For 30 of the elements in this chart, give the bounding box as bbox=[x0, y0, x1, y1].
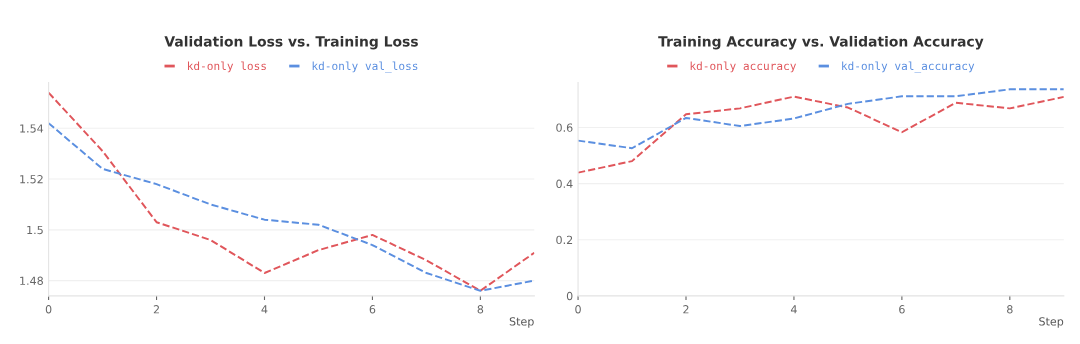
chart-title: Validation Loss vs. Training Loss bbox=[164, 35, 418, 50]
x-tick-label: 2 bbox=[153, 305, 159, 314]
line-series bbox=[48, 91, 535, 292]
legend-label: kd-only loss bbox=[187, 61, 266, 73]
line-series bbox=[578, 95, 1064, 174]
y-tick-label: 0.2 bbox=[556, 235, 573, 245]
legend-label: kd-only val_loss bbox=[312, 61, 418, 73]
y-tick-label: 1.48 bbox=[20, 276, 43, 285]
y-tick-label: 1.52 bbox=[20, 175, 43, 184]
legend-label: kd-only accuracy bbox=[690, 61, 797, 73]
y-tick-label: 1.54 bbox=[20, 124, 44, 133]
chart-title: Training Accuracy vs. Validation Accuracy bbox=[658, 35, 984, 50]
y-tick-label: 1.5 bbox=[27, 225, 43, 235]
x-tick-label: 4 bbox=[790, 305, 797, 314]
x-tick-label: 6 bbox=[899, 305, 905, 314]
line-series bbox=[48, 122, 535, 292]
x-tick-label: 6 bbox=[369, 305, 376, 314]
y-tick-label: 0 bbox=[566, 291, 573, 301]
x-tick-label: 4 bbox=[261, 305, 268, 314]
x-tick-label: 0 bbox=[45, 305, 52, 314]
x-axis-title: Step bbox=[509, 317, 534, 328]
line-series bbox=[578, 88, 1064, 150]
legend-label: kd-only val_accuracy bbox=[842, 61, 975, 73]
y-tick-label: 0.6 bbox=[556, 123, 573, 132]
y-tick-label: 0.4 bbox=[556, 179, 573, 188]
x-axis-title: Step bbox=[1039, 317, 1064, 328]
x-tick-label: 0 bbox=[575, 305, 581, 314]
x-tick-label: 8 bbox=[1007, 305, 1013, 314]
x-tick-label: 8 bbox=[477, 305, 484, 314]
x-tick-label: 2 bbox=[683, 305, 689, 314]
